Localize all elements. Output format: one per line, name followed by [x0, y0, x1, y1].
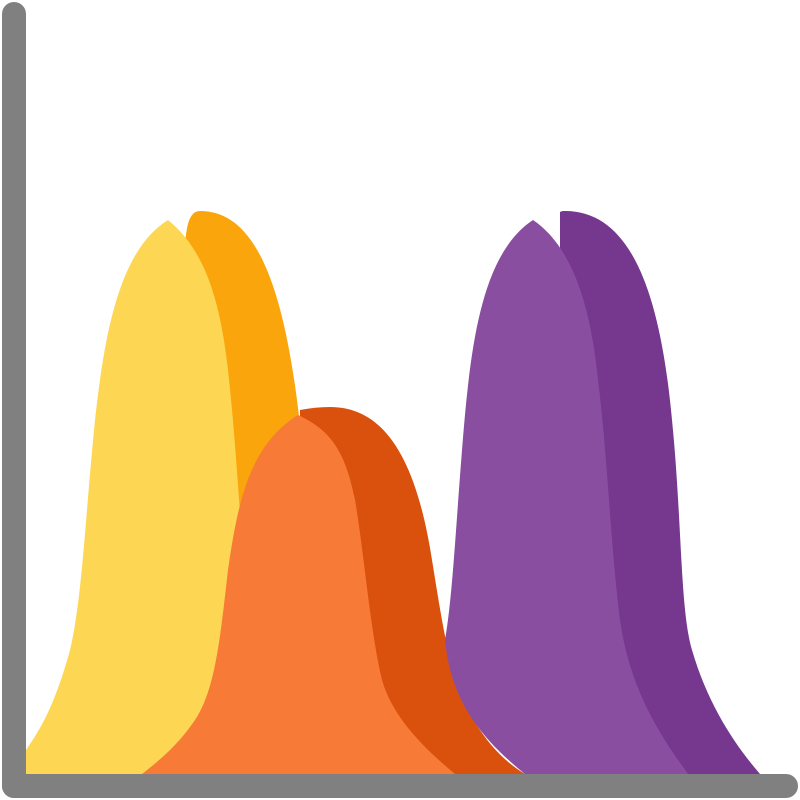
orange-curve [142, 407, 525, 774]
purple-curve-body [445, 220, 688, 774]
orange-curve-body [142, 415, 455, 774]
purple-curve [445, 211, 760, 774]
